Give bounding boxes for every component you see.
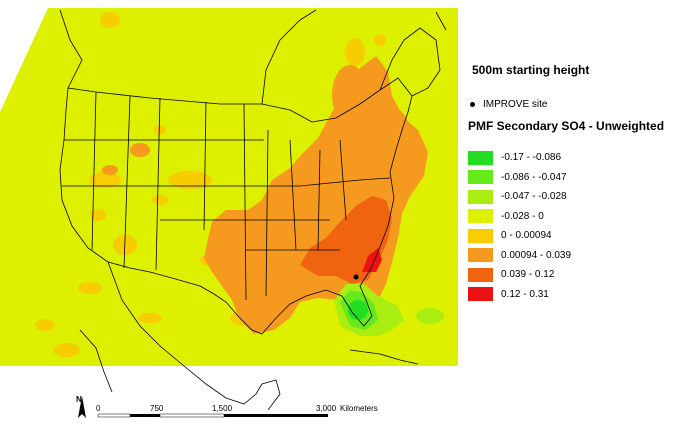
scale-bar: 0 750 1,500 3,000 Kilometers <box>96 404 378 418</box>
legend-swatch <box>468 287 493 302</box>
legend-label: -0.047 - -0.028 <box>501 191 567 203</box>
legend-panel: 500m starting height IMPROVE site PMF Se… <box>460 0 675 427</box>
site-dot-icon <box>470 101 475 107</box>
scale-tick-3000: 3,000 <box>316 404 337 413</box>
legend-label: 0.00094 - 0.039 <box>501 249 572 261</box>
legend-item: 0.00094 - 0.039 <box>468 246 571 266</box>
legend-label: 0.039 - 0.12 <box>501 269 555 281</box>
improve-site-legend: IMPROVE site <box>470 99 547 110</box>
legend-list: -0.17 - -0.086 -0.086 - -0.047 -0.047 - -0… <box>468 148 571 304</box>
legend-label: -0.17 - -0.086 <box>501 152 562 164</box>
legend-item: -0.086 - -0.047 <box>468 168 571 188</box>
legend-swatch <box>468 150 493 165</box>
legend-label: -0.086 - -0.047 <box>501 171 567 183</box>
legend-item: 0.12 - 0.31 <box>468 285 571 305</box>
site-label: IMPROVE site <box>483 99 548 110</box>
legend-label: 0.12 - 0.31 <box>501 288 549 300</box>
legend-item: -0.028 - 0 <box>468 207 571 227</box>
legend-swatch <box>468 209 493 224</box>
legend-item: 0 - 0.00094 <box>468 226 571 246</box>
north-arrow-icon: N <box>76 395 86 418</box>
legend-swatch <box>468 248 493 263</box>
scale-tick-0: 0 <box>96 404 101 413</box>
improve-site-marker <box>353 274 359 280</box>
north-label: N <box>76 395 82 404</box>
legend-item: 0.039 - 0.12 <box>468 265 571 285</box>
legend-item: -0.047 - -0.028 <box>468 187 571 207</box>
scale-unit: Kilometers <box>340 404 378 413</box>
scale-tick-1500: 1,500 <box>212 404 233 413</box>
legend-item: -0.17 - -0.086 <box>468 148 571 168</box>
map-subtitle: 500m starting height <box>472 63 590 77</box>
map-canvas: N 0 750 1,500 3,000 Kilometers <box>0 8 458 418</box>
legend-swatch <box>468 170 493 185</box>
legend-swatch <box>468 189 493 204</box>
legend-swatch <box>468 228 493 243</box>
legend-swatch <box>468 267 493 282</box>
scale-tick-750: 750 <box>150 404 164 413</box>
legend-label: 0 - 0.00094 <box>501 230 552 242</box>
legend-label: -0.028 - 0 <box>501 210 544 222</box>
legend-title: PMF Secondary SO4 - Unweighted <box>468 119 665 133</box>
borders <box>59 9 447 411</box>
